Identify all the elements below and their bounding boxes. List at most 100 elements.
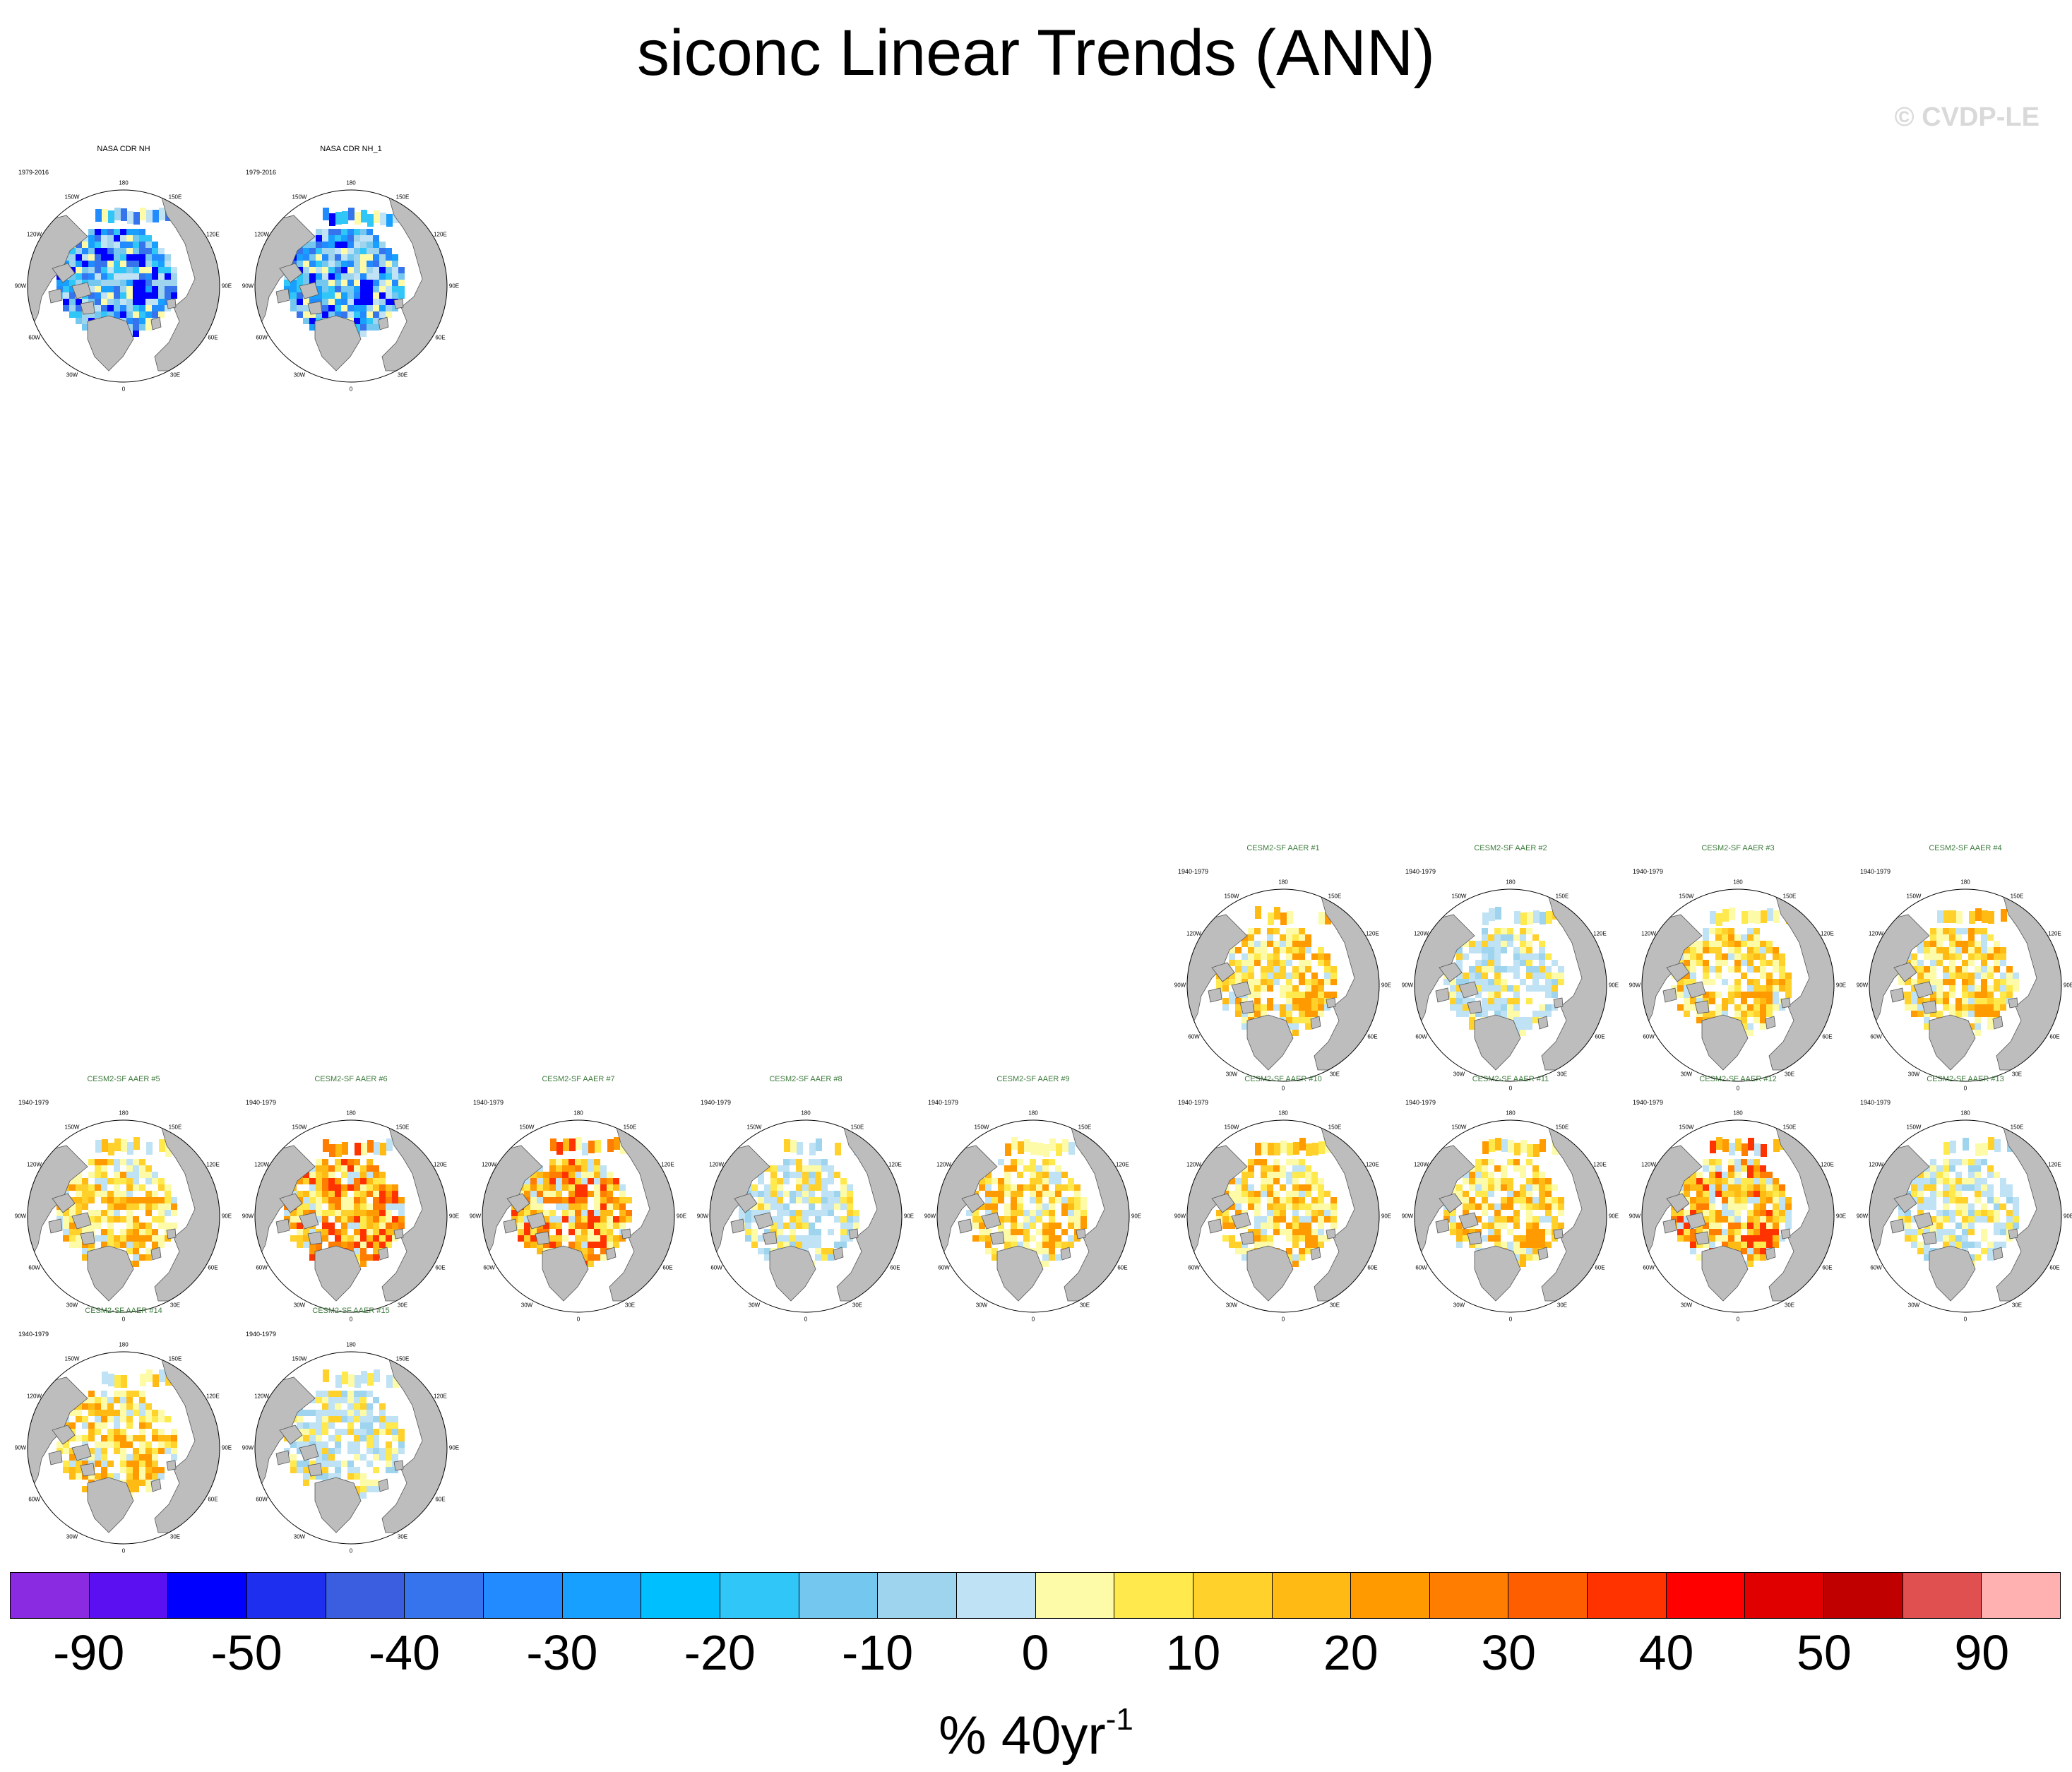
trend-cell <box>1482 1178 1488 1184</box>
longitude-label: 30E <box>1556 1302 1568 1309</box>
trend-cell <box>1690 1191 1696 1197</box>
trend-cell <box>347 1165 354 1172</box>
trend-cell <box>95 1203 101 1210</box>
trend-cell <box>107 1242 114 1248</box>
trend-cell <box>341 1435 347 1441</box>
trend-cell <box>1924 1197 1930 1203</box>
trend-cell <box>1728 1235 1734 1242</box>
trend-cell <box>594 1178 600 1184</box>
trend-cell <box>1286 992 1292 998</box>
longitude-label: 30E <box>1784 1302 1795 1309</box>
trend-cell <box>95 1172 101 1178</box>
trend-cell <box>335 299 341 305</box>
trend-cell <box>1741 973 1747 979</box>
trend-cell <box>69 305 76 311</box>
trend-cell <box>1501 973 1507 979</box>
trend-cell <box>1949 1235 1955 1242</box>
trend-cell <box>379 1422 386 1429</box>
trend-cell <box>126 1397 133 1403</box>
trend-cell <box>171 1454 177 1461</box>
trend-cell <box>126 1435 133 1441</box>
trend-cell <box>1943 910 1950 923</box>
trend-cell <box>1482 928 1488 934</box>
trend-cell <box>1508 1140 1514 1153</box>
landmass <box>734 1193 758 1213</box>
polar-map <box>1869 1119 2062 1313</box>
trend-cell <box>1754 966 1760 973</box>
longitude-label: 30W <box>1907 1071 1920 1078</box>
trend-cell <box>1286 1191 1292 1197</box>
trend-cell <box>1532 947 1539 953</box>
trend-cell <box>588 1248 594 1254</box>
trend-cell <box>1741 1011 1747 1017</box>
trend-cell <box>568 1172 575 1178</box>
trend-cell <box>1690 1229 1696 1235</box>
trend-cell <box>126 1172 133 1178</box>
trend-cell <box>1936 1172 1943 1178</box>
trend-cell <box>133 242 139 248</box>
trend-cell <box>145 1410 152 1416</box>
trend-cell <box>828 1235 834 1242</box>
trend-cell <box>1766 953 1773 960</box>
map-panel: CESM2-SF AAER #14 1940-1979 180 150W 150E 120… <box>10 1307 237 1554</box>
trend-cell <box>1552 979 1558 985</box>
trend-cell <box>1728 1203 1734 1210</box>
trend-cell <box>360 318 367 324</box>
trend-cell <box>165 1422 171 1429</box>
trend-cell <box>1254 1242 1261 1248</box>
trend-cell <box>1722 1165 1728 1172</box>
polar-map <box>27 1351 220 1545</box>
trend-cell <box>1968 1229 1975 1235</box>
trend-cell <box>303 1210 309 1216</box>
trend-cell <box>322 235 328 242</box>
trend-cell <box>347 1441 354 1448</box>
landmass <box>71 1212 92 1230</box>
trend-cell <box>1532 941 1539 947</box>
landmass <box>1458 1212 1479 1230</box>
trend-cell <box>1055 1235 1061 1242</box>
trend-cell <box>1456 985 1463 992</box>
trend-cell <box>1305 1229 1311 1235</box>
trend-cell <box>1968 1248 1975 1254</box>
trend-cell <box>1754 1184 1760 1191</box>
trend-cell <box>1975 973 1981 979</box>
trend-cell <box>1545 1178 1552 1184</box>
trend-cell <box>1501 992 1507 998</box>
trend-cell <box>1917 1172 1924 1178</box>
trend-cell <box>1261 910 1268 923</box>
panel-title: CESM2-SF AAER #1 <box>1246 844 1320 852</box>
trend-cell <box>1463 966 1469 973</box>
trend-cell <box>1722 1223 1728 1229</box>
trend-cell <box>1955 1011 1962 1017</box>
trend-cell <box>392 1454 398 1461</box>
trend-cell <box>581 1216 588 1223</box>
trend-cell <box>1545 1184 1552 1191</box>
trend-cell <box>139 280 145 286</box>
trend-cell <box>133 1403 139 1410</box>
trend-cell <box>530 1172 537 1178</box>
trend-cell <box>1994 960 2000 966</box>
trend-cell <box>101 1416 107 1422</box>
trend-cell <box>114 1454 120 1461</box>
trend-cell <box>1280 992 1286 998</box>
trend-cell <box>152 1203 158 1210</box>
trend-cell <box>120 248 126 254</box>
trend-cell <box>1311 1242 1318 1248</box>
trend-cell <box>328 305 335 311</box>
trend-cell <box>1955 1235 1962 1242</box>
polar-map <box>1641 1119 1835 1313</box>
trend-cell <box>316 1410 322 1416</box>
trend-cell <box>745 1216 751 1223</box>
trend-cell <box>1248 928 1254 934</box>
trend-cell <box>341 1235 347 1242</box>
trend-cell <box>1994 973 2000 979</box>
trend-cell <box>1987 953 1994 960</box>
trend-cell <box>1930 1216 1936 1223</box>
trend-cell <box>1280 941 1286 947</box>
trend-cell <box>1760 985 1766 992</box>
trend-cell <box>152 1454 158 1461</box>
trend-cell <box>1747 941 1754 947</box>
trend-cell <box>1501 1216 1507 1223</box>
trend-cell <box>607 1191 613 1197</box>
trend-cell <box>373 1229 379 1235</box>
